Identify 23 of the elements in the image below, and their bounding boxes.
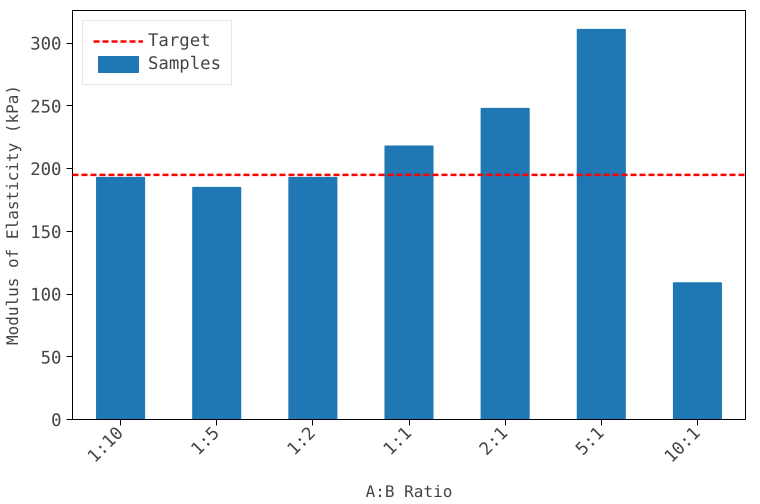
bar [384, 145, 434, 420]
x-tick-label: 5:1 [572, 423, 608, 460]
x-tick-label: 2:1 [476, 423, 512, 460]
y-tick-label: 50 [40, 348, 62, 368]
bar [672, 282, 722, 420]
y-tick-label: 300 [30, 34, 62, 55]
x-axis-title: A:B Ratio [366, 482, 452, 502]
x-tick-label: 1:5 [188, 423, 224, 460]
y-tick-label: 150 [30, 222, 62, 243]
y-tick-label: 100 [30, 286, 62, 306]
bar [576, 28, 626, 420]
bar [96, 176, 146, 420]
legend-label: Samples [148, 54, 222, 74]
y-tick-label: 200 [30, 160, 62, 180]
x-tick-label: 1:1 [380, 423, 416, 460]
y-tick-label: 0 [51, 411, 62, 431]
y-axis-title: Modulus of Elasticity (kPa) [3, 84, 22, 346]
legend-label: Target [148, 31, 211, 51]
bar [288, 176, 338, 420]
x-tick-label: 1:2 [284, 423, 320, 460]
y-tick-label: 250 [30, 97, 62, 118]
bar [480, 108, 530, 420]
bar [192, 186, 242, 420]
